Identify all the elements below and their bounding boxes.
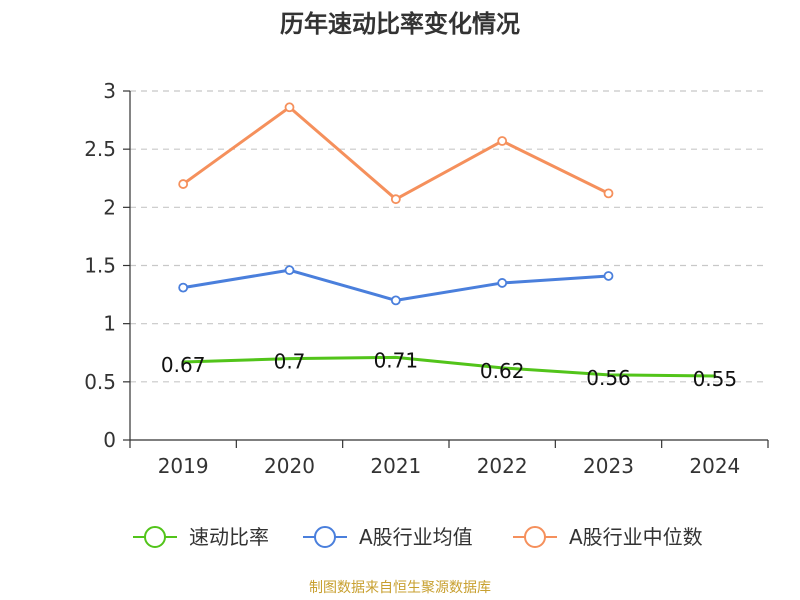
data-labels: 0.67 0.7 0.71 0.62 0.56 0.55 <box>161 348 737 391</box>
footer-source: 制图数据来自恒生聚源数据库 <box>309 580 491 596</box>
x-axis: 2019 2020 2021 2022 2023 2024 <box>129 439 769 478</box>
x-tick-label: 2021 <box>370 454 421 478</box>
data-label: 0.71 <box>374 348 419 372</box>
y-tick-label: 1.5 <box>84 254 116 278</box>
series-point <box>497 278 508 288</box>
series-group <box>178 102 717 378</box>
series-point <box>390 295 401 306</box>
y-tick-label: 0.5 <box>84 370 116 394</box>
legend-marker <box>144 526 166 548</box>
legend-label: A股行业均值 <box>359 525 473 549</box>
series-point <box>603 188 614 199</box>
legend-label: A股行业中位数 <box>569 525 703 549</box>
series-point <box>497 136 508 146</box>
series-point <box>284 102 295 113</box>
series-line <box>181 105 610 201</box>
x-tick-label: 2023 <box>583 454 634 478</box>
x-tick-label: 2020 <box>264 454 315 478</box>
series-point <box>178 179 189 189</box>
data-label: 0.67 <box>161 353 206 377</box>
data-label: 0.62 <box>480 359 525 383</box>
data-label: 0.7 <box>274 350 306 374</box>
x-tick-label: 2019 <box>158 454 209 478</box>
legend-marker <box>524 526 546 548</box>
data-label: 0.55 <box>693 367 738 391</box>
series-point <box>178 282 189 293</box>
x-tick-label: 2022 <box>477 454 528 478</box>
x-tick-label: 2024 <box>689 454 740 478</box>
series-line <box>181 355 717 378</box>
y-tick-label: 1 <box>103 312 116 336</box>
grid-lines <box>130 90 768 383</box>
series-point <box>603 271 614 281</box>
chart-title: 历年速动比率变化情况 <box>280 10 520 38</box>
data-label: 0.56 <box>586 366 631 390</box>
legend: 速动比率 A股行业均值 A股行业中位数 <box>133 525 703 549</box>
y-tick-label: 2.5 <box>84 137 116 161</box>
y-tick-label: 2 <box>103 195 116 219</box>
series-point <box>390 194 401 205</box>
series-point <box>284 265 295 276</box>
y-tick-label: 3 <box>103 79 116 103</box>
y-tick-label: 0 <box>103 428 116 452</box>
y-axis: 0 0.5 1 1.5 2 2.5 3 <box>84 79 131 452</box>
legend-marker <box>314 526 336 548</box>
legend-label: 速动比率 <box>189 525 269 549</box>
